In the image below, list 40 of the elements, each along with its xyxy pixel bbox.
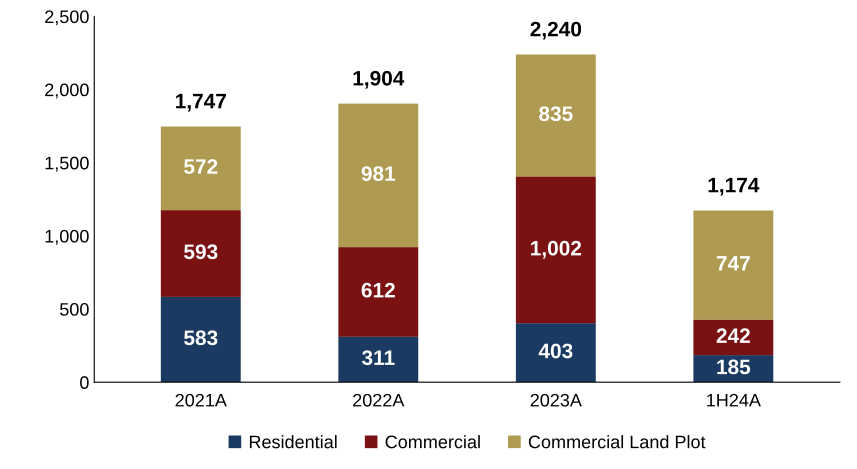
bar	[693, 210, 774, 320]
bar	[338, 247, 418, 337]
y-tick-label: 2,500	[45, 10, 89, 26]
data-label: 747	[716, 256, 750, 270]
bar	[160, 126, 241, 210]
total-label: 1,904	[354, 70, 404, 89]
total-label: 2,240	[530, 22, 582, 40]
legend-label: Residential	[250, 435, 337, 448]
y-tick-label: 1,500	[46, 156, 89, 172]
data-label: 242	[716, 328, 750, 343]
y-tick-label: 500	[60, 303, 89, 316]
data-label: 593	[184, 244, 218, 260]
data-label: 403	[538, 344, 572, 358]
data-label: 311	[362, 350, 395, 366]
bar	[160, 210, 241, 297]
x-tick-label: 2021A	[176, 394, 227, 407]
data-label: 572	[184, 159, 218, 174]
legend-label: Commercial Land Plot	[528, 435, 706, 448]
data-label: 1,002	[531, 240, 582, 259]
bar	[160, 296, 241, 382]
data-label: 981	[362, 166, 396, 181]
data-label: 835	[539, 106, 573, 122]
bar	[516, 54, 596, 177]
x-tick-label: 1H24A	[707, 394, 761, 406]
x-tick-label: 2023A	[530, 394, 582, 407]
total-label: 1,174	[708, 178, 760, 196]
data-label: 185	[717, 360, 750, 374]
y-tick-label: 2,000	[45, 84, 89, 98]
data-label: 612	[362, 282, 395, 298]
data-label: 583	[184, 330, 218, 346]
bar	[516, 176, 596, 324]
total-label: 1,747	[176, 94, 226, 112]
legend-label: Commercial	[386, 435, 480, 448]
x-tick-label: 2022A	[353, 394, 404, 407]
bar	[516, 323, 596, 382]
y-tick-label: 1,000	[46, 230, 89, 245]
bar	[693, 320, 774, 356]
bar	[338, 336, 418, 382]
y-tick-label: 0	[80, 376, 89, 389]
bar	[338, 104, 418, 248]
